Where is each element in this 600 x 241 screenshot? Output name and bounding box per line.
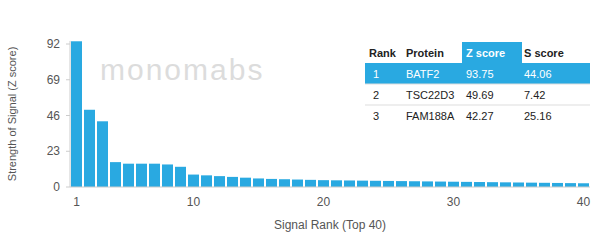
row-separator [365, 84, 590, 85]
bar [305, 180, 316, 187]
table-header: Protein [406, 47, 444, 59]
bar [240, 178, 251, 187]
y-axis-title: Strength of Signal (Z score) [6, 47, 18, 182]
bar [253, 178, 264, 187]
bar [448, 182, 459, 187]
x-axis-line [70, 187, 590, 188]
x-tick-label: 30 [447, 195, 461, 209]
bar [162, 164, 173, 187]
bar [201, 175, 212, 187]
y-tick [66, 79, 70, 80]
watermark: monomabs [100, 53, 264, 86]
bar [136, 164, 147, 187]
bar [214, 176, 225, 187]
bar [474, 182, 485, 187]
bars [71, 41, 589, 187]
y-tick-label: 0 [53, 180, 60, 194]
bar [175, 167, 186, 187]
bar [565, 183, 576, 187]
bar [71, 41, 82, 187]
bar [422, 181, 433, 187]
table-cell: 1 [373, 68, 379, 80]
table-header: Z score [466, 47, 505, 59]
header-highlight [462, 42, 522, 63]
y-tick [66, 151, 70, 152]
table-cell: 25.16 [524, 110, 552, 122]
table-cell: FAM188A [406, 110, 455, 122]
bar [110, 162, 121, 187]
table-bg [365, 42, 590, 126]
y-tick-label: 69 [47, 73, 61, 87]
table-cell: 93.75 [466, 68, 494, 80]
bar [84, 110, 95, 187]
table-cell: BATF2 [406, 68, 439, 80]
bar [526, 183, 537, 187]
table-cell: 44.06 [524, 68, 552, 80]
table-cell: 7.42 [524, 89, 545, 101]
bar [487, 182, 498, 187]
y-tick-label: 92 [47, 37, 61, 51]
bar [123, 164, 134, 187]
bar [149, 164, 160, 187]
bar [461, 182, 472, 187]
row-separator [365, 105, 590, 106]
bar [539, 183, 550, 187]
bar [97, 121, 108, 187]
table-cell: 2 [373, 89, 379, 101]
x-axis-title: Signal Rank (Top 40) [274, 218, 386, 232]
x-tick-label: 10 [187, 195, 201, 209]
bar [331, 180, 342, 187]
bar [279, 179, 290, 187]
bar [383, 181, 394, 187]
bar [357, 181, 368, 187]
table-header: Rank [369, 47, 397, 59]
table: Rank Protein Z score S score 1 BATF2 93.75 44.0… [365, 42, 590, 126]
table-cell: 42.27 [466, 110, 494, 122]
x-tick-label: 40 [577, 195, 591, 209]
bar [292, 180, 303, 187]
x-tick-label: 20 [317, 195, 331, 209]
chart: monomabs023466992110203040Signal Rank (T… [0, 0, 600, 241]
y-tick-label: 46 [47, 109, 61, 123]
bar [370, 181, 381, 187]
table-header: S score [524, 47, 564, 59]
bar [435, 182, 446, 187]
bar [227, 177, 238, 187]
bar [318, 180, 329, 187]
y-axis-line [70, 41, 71, 187]
table-cell: 3 [373, 110, 379, 122]
row-highlight [365, 63, 590, 84]
bar [552, 183, 563, 187]
bar [344, 180, 355, 187]
bar [578, 183, 589, 187]
table-cell: TSC22D3 [406, 89, 454, 101]
bar [500, 182, 511, 187]
bar [188, 175, 199, 187]
bar [396, 181, 407, 187]
bar [266, 179, 277, 187]
y-tick [66, 115, 70, 116]
x-tick-label: 1 [73, 195, 80, 209]
y-tick-label: 23 [47, 144, 61, 158]
table-cell: 49.69 [466, 89, 494, 101]
y-tick [66, 44, 70, 45]
bar [409, 181, 420, 187]
bar [513, 182, 524, 187]
y-tick [66, 187, 70, 188]
